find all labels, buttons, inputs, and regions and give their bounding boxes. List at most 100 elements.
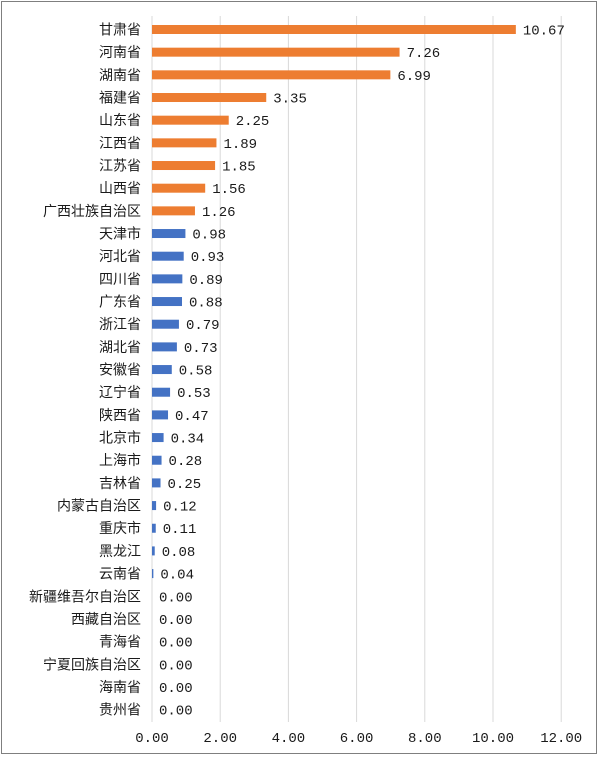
- category-label: 宁夏回族自治区: [43, 656, 141, 673]
- value-label: 6.99: [397, 69, 431, 85]
- x-tick-label: 10.00: [472, 731, 514, 747]
- category-label: 河南省: [99, 45, 141, 61]
- category-label: 江苏省: [99, 159, 141, 175]
- category-label: 天津市: [99, 226, 141, 243]
- value-labels: 10.67 7.26 6.99 3.352.25 1.89 1.85 1.56 1.26 0.9…: [159, 24, 565, 720]
- bar: [152, 70, 391, 80]
- category-label: 浙江省: [99, 317, 141, 333]
- value-label: 0.12: [163, 500, 197, 516]
- value-label: 0.34: [171, 432, 205, 448]
- category-label: 山西省: [99, 181, 141, 197]
- value-label: 0.00: [159, 658, 193, 674]
- value-label: 0.98: [192, 228, 226, 244]
- bar: [152, 47, 400, 57]
- value-label: 0.00: [159, 681, 193, 697]
- x-tick-label: 4.00: [272, 731, 306, 747]
- bar: [152, 93, 267, 103]
- x-tick-label: 0.00: [135, 731, 169, 747]
- bar: [152, 161, 216, 171]
- bar: [152, 319, 179, 329]
- value-label: 2.25: [236, 114, 270, 130]
- category-label: 吉林省: [99, 476, 141, 492]
- bar: [152, 410, 169, 420]
- bars: [152, 25, 516, 579]
- bar: [152, 183, 206, 193]
- value-label: 0.73: [184, 341, 218, 357]
- bar: [152, 455, 162, 465]
- category-label: 云南省: [99, 567, 141, 583]
- category-label: 黑龙江: [99, 544, 141, 560]
- category-label: 江西省: [99, 136, 141, 152]
- value-label: 0.04: [160, 568, 194, 584]
- bar: [152, 387, 171, 397]
- bar: [152, 433, 164, 443]
- bar: [152, 229, 186, 239]
- category-label: 海南省: [99, 680, 141, 696]
- category-label: 湖北省: [99, 340, 141, 356]
- bar: [152, 523, 156, 533]
- x-axis-tick-labels: 0.00 2.00 4.00 6.00 8.00 10.00 12.00: [135, 731, 582, 747]
- value-label: 0.53: [177, 386, 211, 402]
- value-label: 0.28: [169, 454, 203, 470]
- value-label: 1.89: [223, 137, 257, 153]
- x-tick-label: 8.00: [408, 731, 442, 747]
- x-tick-label: 6.00: [340, 731, 374, 747]
- category-label: 上海市: [99, 452, 141, 469]
- bar: [152, 478, 161, 488]
- value-label: 0.88: [189, 296, 223, 312]
- value-label: 0.79: [186, 318, 220, 334]
- bar: [152, 138, 217, 148]
- category-label: 广东省: [99, 295, 141, 311]
- bar: [152, 274, 183, 284]
- bar: [152, 546, 155, 556]
- value-label: 1.56: [212, 182, 246, 198]
- category-label: 河北省: [99, 249, 141, 265]
- value-label: 0.00: [159, 636, 193, 652]
- bar: [152, 569, 154, 579]
- category-label: 辽宁省: [99, 384, 141, 401]
- category-label: 福建省: [99, 91, 141, 107]
- value-label: 10.67: [523, 24, 565, 40]
- value-label: 0.25: [168, 477, 202, 493]
- value-label: 1.85: [222, 160, 256, 176]
- category-label: 陕西省: [99, 408, 141, 424]
- bar: [152, 297, 183, 307]
- value-label: 7.26: [407, 46, 441, 62]
- category-label: 湖南省: [99, 68, 141, 84]
- value-label: 0.11: [163, 522, 197, 538]
- bar: [152, 365, 172, 375]
- category-label: 山东省: [99, 113, 141, 129]
- value-label: 0.89: [189, 273, 223, 289]
- value-label: 0.58: [179, 364, 213, 380]
- value-label: 1.26: [202, 205, 236, 221]
- bar: [152, 251, 184, 261]
- value-label: 0.47: [175, 409, 209, 425]
- category-label: 内蒙古自治区: [57, 499, 141, 515]
- category-label: 四川省: [99, 272, 141, 288]
- value-label: 0.93: [191, 250, 225, 266]
- bar: [152, 501, 157, 511]
- bar: [152, 115, 229, 125]
- value-label: 0.00: [159, 613, 193, 629]
- category-label: 广西壮族自治区: [43, 204, 141, 220]
- category-label: 甘肃省: [99, 23, 141, 39]
- value-label: 3.35: [273, 92, 307, 108]
- bar: [152, 206, 195, 216]
- category-label: 西藏自治区: [71, 612, 141, 628]
- category-label: 安徽省: [99, 363, 141, 379]
- gridlines: [151, 16, 562, 722]
- value-label: 0.00: [159, 704, 193, 720]
- x-tick-label: 2.00: [203, 731, 237, 747]
- category-labels: 甘肃省河南省湖南省福建省山东省江西省江苏省山西省广西壮族自治区天津市河北省四川省…: [29, 23, 141, 719]
- category-label: 北京市: [99, 430, 141, 447]
- value-label: 0.00: [159, 590, 193, 606]
- category-label: 重庆市: [99, 520, 141, 537]
- x-tick-label: 12.00: [540, 731, 582, 747]
- category-label: 新疆维吾尔自治区: [29, 589, 141, 605]
- category-label: 贵州省: [99, 703, 141, 719]
- category-label: 青海省: [99, 635, 141, 651]
- value-label: 0.08: [162, 545, 196, 561]
- bar: [152, 25, 516, 34]
